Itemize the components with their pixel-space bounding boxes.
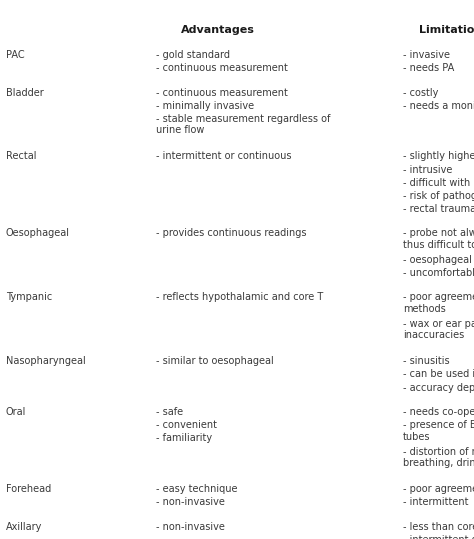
Text: - non-invasive: - non-invasive	[155, 497, 224, 507]
Text: - oesophageal trauma: - oesophageal trauma	[403, 255, 474, 265]
Text: - easy technique: - easy technique	[155, 484, 237, 494]
Text: - poor agreement with other
methods: - poor agreement with other methods	[403, 292, 474, 314]
Text: - presence of ETT and orogastric
tubes: - presence of ETT and orogastric tubes	[403, 420, 474, 442]
Text: Tympanic: Tympanic	[6, 292, 52, 302]
Text: - intermittent: - intermittent	[403, 497, 468, 507]
Text: - similar to oesophageal: - similar to oesophageal	[155, 356, 273, 366]
Text: - costly: - costly	[403, 87, 438, 98]
Text: - can be used in BOS #: - can be used in BOS #	[403, 369, 474, 379]
Text: - stable measurement regardless of
urine flow: - stable measurement regardless of urine…	[155, 114, 330, 135]
Text: - invasive: - invasive	[403, 50, 450, 60]
Text: - needs a monitor: - needs a monitor	[403, 101, 474, 110]
Text: - familiarity: - familiarity	[155, 433, 212, 444]
Text: - gold standard: - gold standard	[155, 50, 229, 60]
Text: - safe: - safe	[155, 407, 182, 417]
Text: - probe not always radio-opaque
thus difficult to confirm position: - probe not always radio-opaque thus dif…	[403, 229, 474, 250]
Text: - continuous measurement: - continuous measurement	[155, 87, 287, 98]
Text: Nasopharyngeal: Nasopharyngeal	[6, 356, 85, 366]
Text: Oesophageal: Oesophageal	[6, 229, 70, 238]
Text: Axillary: Axillary	[6, 522, 42, 531]
Text: - slightly higher than core T: - slightly higher than core T	[403, 151, 474, 161]
Text: - uncomfortable in awake patient: - uncomfortable in awake patient	[403, 268, 474, 278]
Text: - sinusitis: - sinusitis	[403, 356, 449, 366]
Text: - intermittent or continuous: - intermittent or continuous	[155, 151, 291, 161]
Text: Bladder: Bladder	[6, 87, 43, 98]
Text: - convenient: - convenient	[155, 420, 217, 430]
Text: Forehead: Forehead	[6, 484, 51, 494]
Text: - rectal trauma: - rectal trauma	[403, 204, 474, 214]
Text: - accuracy depends on position: - accuracy depends on position	[403, 383, 474, 392]
Text: PAC: PAC	[6, 50, 24, 60]
Text: Advantages: Advantages	[181, 25, 255, 35]
Text: - reflects hypothalamic and core T: - reflects hypothalamic and core T	[155, 292, 323, 302]
Text: - distortion of measurement (mouth
breathing, drinking fluids: - distortion of measurement (mouth breat…	[403, 446, 474, 468]
Text: - poor agreement with PAC: - poor agreement with PAC	[403, 484, 474, 494]
Text: - wax or ear pathology ->
inaccuracies: - wax or ear pathology -> inaccuracies	[403, 319, 474, 340]
Text: - needs co-operative patient: - needs co-operative patient	[403, 407, 474, 417]
Text: - difficult with patient positioning: - difficult with patient positioning	[403, 178, 474, 188]
Text: - needs PA: - needs PA	[403, 63, 454, 73]
Text: - provides continuous readings: - provides continuous readings	[155, 229, 306, 238]
Text: - minimally invasive: - minimally invasive	[155, 101, 254, 110]
Text: - less than core T: - less than core T	[403, 522, 474, 531]
Text: Limitations: Limitations	[419, 25, 474, 35]
Text: Oral: Oral	[6, 407, 26, 417]
Text: - non-invasive: - non-invasive	[155, 522, 224, 531]
Text: Rectal: Rectal	[6, 151, 36, 161]
Text: - risk of pathogen spread: - risk of pathogen spread	[403, 191, 474, 201]
Text: - intermittent data: - intermittent data	[403, 535, 474, 539]
Text: - intrusive: - intrusive	[403, 164, 452, 175]
Text: - continuous measurement: - continuous measurement	[155, 63, 287, 73]
